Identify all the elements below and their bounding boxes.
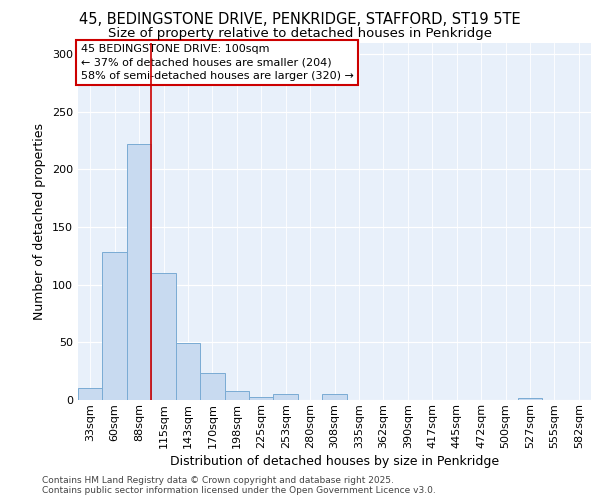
Text: Contains public sector information licensed under the Open Government Licence v3: Contains public sector information licen…: [42, 486, 436, 495]
Bar: [103, 252, 127, 400]
Text: Size of property relative to detached houses in Penkridge: Size of property relative to detached ho…: [108, 28, 492, 40]
Bar: [127, 144, 151, 400]
Bar: [78, 388, 103, 400]
Bar: [322, 394, 347, 400]
Bar: [249, 396, 274, 400]
Bar: [224, 391, 249, 400]
Bar: [200, 374, 224, 400]
Text: 45 BEDINGSTONE DRIVE: 100sqm
← 37% of detached houses are smaller (204)
58% of s: 45 BEDINGSTONE DRIVE: 100sqm ← 37% of de…: [80, 44, 353, 80]
Bar: [518, 398, 542, 400]
Bar: [176, 344, 200, 400]
Text: 45, BEDINGSTONE DRIVE, PENKRIDGE, STAFFORD, ST19 5TE: 45, BEDINGSTONE DRIVE, PENKRIDGE, STAFFO…: [79, 12, 521, 28]
Text: Contains HM Land Registry data © Crown copyright and database right 2025.: Contains HM Land Registry data © Crown c…: [42, 476, 394, 485]
Y-axis label: Number of detached properties: Number of detached properties: [34, 122, 46, 320]
Bar: [274, 394, 298, 400]
X-axis label: Distribution of detached houses by size in Penkridge: Distribution of detached houses by size …: [170, 455, 499, 468]
Bar: [151, 273, 176, 400]
